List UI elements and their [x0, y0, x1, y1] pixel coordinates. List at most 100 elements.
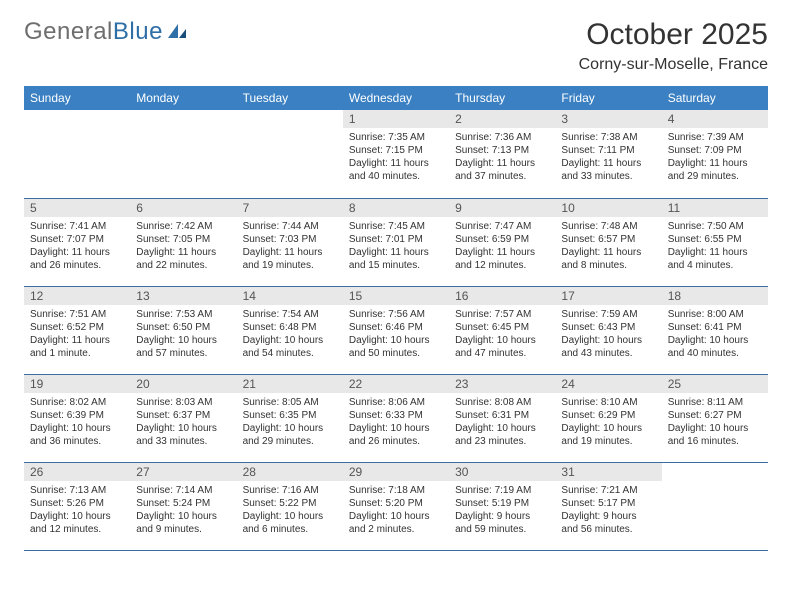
day-number: 18 [662, 287, 768, 305]
sunset-text: Sunset: 6:48 PM [243, 321, 337, 334]
sunrise-text: Sunrise: 7:21 AM [561, 484, 655, 497]
daylight-text: Daylight: 11 hours and 4 minutes. [668, 246, 762, 272]
day-number: 13 [130, 287, 236, 305]
daylight-text: Daylight: 11 hours and 19 minutes. [243, 246, 337, 272]
sunset-text: Sunset: 7:03 PM [243, 233, 337, 246]
daylight-text: Daylight: 10 hours and 2 minutes. [349, 510, 443, 536]
daylight-text: Daylight: 11 hours and 15 minutes. [349, 246, 443, 272]
daylight-text: Daylight: 11 hours and 22 minutes. [136, 246, 230, 272]
day-details: Sunrise: 8:06 AMSunset: 6:33 PMDaylight:… [343, 393, 449, 452]
day-details: Sunrise: 7:59 AMSunset: 6:43 PMDaylight:… [555, 305, 661, 364]
day-number: 5 [24, 199, 130, 217]
calendar-day-cell: 13Sunrise: 7:53 AMSunset: 6:50 PMDayligh… [130, 286, 236, 374]
calendar-day-cell: 14Sunrise: 7:54 AMSunset: 6:48 PMDayligh… [237, 286, 343, 374]
daylight-text: Daylight: 10 hours and 40 minutes. [668, 334, 762, 360]
calendar-day-cell: 6Sunrise: 7:42 AMSunset: 7:05 PMDaylight… [130, 198, 236, 286]
weekday-header: Sunday [24, 86, 130, 110]
logo-sail-icon [166, 22, 188, 40]
daylight-text: Daylight: 11 hours and 29 minutes. [668, 157, 762, 183]
day-number: 3 [555, 110, 661, 128]
day-number: 6 [130, 199, 236, 217]
sunset-text: Sunset: 6:55 PM [668, 233, 762, 246]
day-details: Sunrise: 7:39 AMSunset: 7:09 PMDaylight:… [662, 128, 768, 187]
sunset-text: Sunset: 6:41 PM [668, 321, 762, 334]
calendar-day-cell: 7Sunrise: 7:44 AMSunset: 7:03 PMDaylight… [237, 198, 343, 286]
day-details: Sunrise: 8:03 AMSunset: 6:37 PMDaylight:… [130, 393, 236, 452]
calendar-week-row: 12Sunrise: 7:51 AMSunset: 6:52 PMDayligh… [24, 286, 768, 374]
calendar-week-row: 19Sunrise: 8:02 AMSunset: 6:39 PMDayligh… [24, 374, 768, 462]
day-details: Sunrise: 8:08 AMSunset: 6:31 PMDaylight:… [449, 393, 555, 452]
sunrise-text: Sunrise: 7:13 AM [30, 484, 124, 497]
weekday-header: Tuesday [237, 86, 343, 110]
calendar-day-cell: 11Sunrise: 7:50 AMSunset: 6:55 PMDayligh… [662, 198, 768, 286]
calendar-day-cell: 21Sunrise: 8:05 AMSunset: 6:35 PMDayligh… [237, 374, 343, 462]
sunset-text: Sunset: 6:52 PM [30, 321, 124, 334]
day-number: 10 [555, 199, 661, 217]
sunrise-text: Sunrise: 7:19 AM [455, 484, 549, 497]
calendar-day-cell [237, 110, 343, 198]
day-details: Sunrise: 7:41 AMSunset: 7:07 PMDaylight:… [24, 217, 130, 276]
day-details: Sunrise: 8:10 AMSunset: 6:29 PMDaylight:… [555, 393, 661, 452]
weekday-header: Saturday [662, 86, 768, 110]
sunset-text: Sunset: 7:05 PM [136, 233, 230, 246]
calendar-day-cell: 26Sunrise: 7:13 AMSunset: 5:26 PMDayligh… [24, 462, 130, 550]
weekday-header: Friday [555, 86, 661, 110]
sunrise-text: Sunrise: 7:36 AM [455, 131, 549, 144]
calendar-week-row: 1Sunrise: 7:35 AMSunset: 7:15 PMDaylight… [24, 110, 768, 198]
day-details: Sunrise: 7:19 AMSunset: 5:19 PMDaylight:… [449, 481, 555, 540]
sunrise-text: Sunrise: 7:56 AM [349, 308, 443, 321]
sunset-text: Sunset: 6:31 PM [455, 409, 549, 422]
calendar-day-cell: 15Sunrise: 7:56 AMSunset: 6:46 PMDayligh… [343, 286, 449, 374]
sunrise-text: Sunrise: 7:18 AM [349, 484, 443, 497]
sunrise-text: Sunrise: 7:35 AM [349, 131, 443, 144]
daylight-text: Daylight: 10 hours and 43 minutes. [561, 334, 655, 360]
calendar-day-cell: 28Sunrise: 7:16 AMSunset: 5:22 PMDayligh… [237, 462, 343, 550]
sunset-text: Sunset: 5:17 PM [561, 497, 655, 510]
daylight-text: Daylight: 10 hours and 47 minutes. [455, 334, 549, 360]
daylight-text: Daylight: 11 hours and 12 minutes. [455, 246, 549, 272]
calendar-day-cell: 16Sunrise: 7:57 AMSunset: 6:45 PMDayligh… [449, 286, 555, 374]
weekday-header: Wednesday [343, 86, 449, 110]
day-number: 22 [343, 375, 449, 393]
daylight-text: Daylight: 11 hours and 8 minutes. [561, 246, 655, 272]
sunset-text: Sunset: 6:50 PM [136, 321, 230, 334]
daylight-text: Daylight: 11 hours and 33 minutes. [561, 157, 655, 183]
calendar-day-cell: 23Sunrise: 8:08 AMSunset: 6:31 PMDayligh… [449, 374, 555, 462]
day-number: 14 [237, 287, 343, 305]
sunset-text: Sunset: 5:26 PM [30, 497, 124, 510]
sunrise-text: Sunrise: 8:00 AM [668, 308, 762, 321]
day-number: 2 [449, 110, 555, 128]
daylight-text: Daylight: 10 hours and 33 minutes. [136, 422, 230, 448]
sunset-text: Sunset: 6:39 PM [30, 409, 124, 422]
sunrise-text: Sunrise: 8:08 AM [455, 396, 549, 409]
calendar-day-cell: 25Sunrise: 8:11 AMSunset: 6:27 PMDayligh… [662, 374, 768, 462]
daylight-text: Daylight: 11 hours and 26 minutes. [30, 246, 124, 272]
day-details: Sunrise: 7:54 AMSunset: 6:48 PMDaylight:… [237, 305, 343, 364]
daylight-text: Daylight: 10 hours and 16 minutes. [668, 422, 762, 448]
sunrise-text: Sunrise: 7:53 AM [136, 308, 230, 321]
sunrise-text: Sunrise: 7:41 AM [30, 220, 124, 233]
calendar-day-cell: 27Sunrise: 7:14 AMSunset: 5:24 PMDayligh… [130, 462, 236, 550]
day-details: Sunrise: 7:51 AMSunset: 6:52 PMDaylight:… [24, 305, 130, 364]
day-number: 4 [662, 110, 768, 128]
daylight-text: Daylight: 10 hours and 12 minutes. [30, 510, 124, 536]
day-number: 7 [237, 199, 343, 217]
calendar-day-cell: 22Sunrise: 8:06 AMSunset: 6:33 PMDayligh… [343, 374, 449, 462]
day-number: 9 [449, 199, 555, 217]
brand-logo: GeneralBlue [24, 18, 188, 46]
day-details: Sunrise: 7:16 AMSunset: 5:22 PMDaylight:… [237, 481, 343, 540]
day-number: 30 [449, 463, 555, 481]
day-number: 24 [555, 375, 661, 393]
sunset-text: Sunset: 7:07 PM [30, 233, 124, 246]
sunset-text: Sunset: 7:09 PM [668, 144, 762, 157]
sunset-text: Sunset: 5:20 PM [349, 497, 443, 510]
daylight-text: Daylight: 10 hours and 29 minutes. [243, 422, 337, 448]
daylight-text: Daylight: 10 hours and 9 minutes. [136, 510, 230, 536]
sunset-text: Sunset: 6:33 PM [349, 409, 443, 422]
day-number: 23 [449, 375, 555, 393]
daylight-text: Daylight: 10 hours and 19 minutes. [561, 422, 655, 448]
day-details: Sunrise: 8:02 AMSunset: 6:39 PMDaylight:… [24, 393, 130, 452]
day-number: 12 [24, 287, 130, 305]
day-details: Sunrise: 7:45 AMSunset: 7:01 PMDaylight:… [343, 217, 449, 276]
sunset-text: Sunset: 5:22 PM [243, 497, 337, 510]
